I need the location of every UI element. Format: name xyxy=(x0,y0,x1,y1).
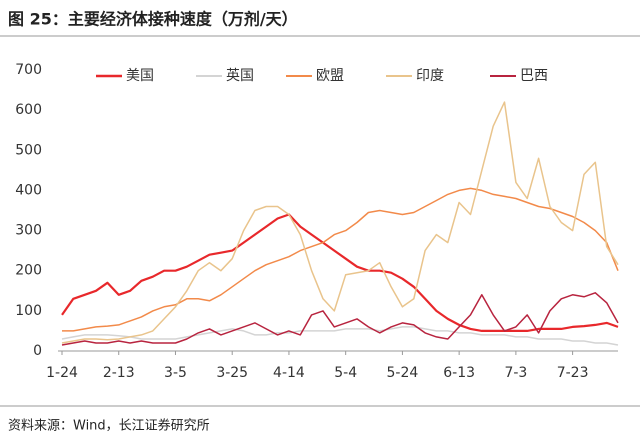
legend-label: 美国 xyxy=(126,68,154,84)
y-tick-label: 300 xyxy=(15,223,42,239)
y-tick-label: 700 xyxy=(15,62,42,78)
chart-title: 图 25：主要经济体接种速度（万剂/天） xyxy=(8,10,298,29)
x-tick-label: 1-24 xyxy=(46,365,78,381)
legend-label: 欧盟 xyxy=(316,68,344,84)
y-tick-label: 200 xyxy=(15,263,42,279)
y-tick-label: 0 xyxy=(33,343,42,359)
line-series xyxy=(61,292,619,346)
y-tick-label: 500 xyxy=(15,142,42,158)
x-tick-label: 7-3 xyxy=(504,365,527,381)
x-tick-label: 2-13 xyxy=(103,365,135,381)
x-tick-label: 3-25 xyxy=(216,365,248,381)
x-tick-label: 5-4 xyxy=(334,365,357,381)
x-tick-label: 6-13 xyxy=(443,365,475,381)
x-tick-label: 3-5 xyxy=(164,365,187,381)
y-tick-label: 400 xyxy=(15,182,42,198)
y-tick-label: 600 xyxy=(15,102,42,118)
legend-label: 英国 xyxy=(226,67,254,84)
x-tick-label: 4-14 xyxy=(273,365,305,381)
line-series xyxy=(61,213,619,332)
legend-label: 印度 xyxy=(416,68,444,84)
legend-label: 巴西 xyxy=(520,68,548,84)
y-tick-label: 100 xyxy=(15,303,42,319)
line-series xyxy=(62,187,619,332)
source: 资料来源：Wind，长江证券研究所 xyxy=(8,418,210,434)
line-series xyxy=(61,101,619,344)
x-tick-label: 7-23 xyxy=(557,365,589,381)
line-series xyxy=(61,326,619,346)
x-tick-label: 5-24 xyxy=(387,365,419,381)
